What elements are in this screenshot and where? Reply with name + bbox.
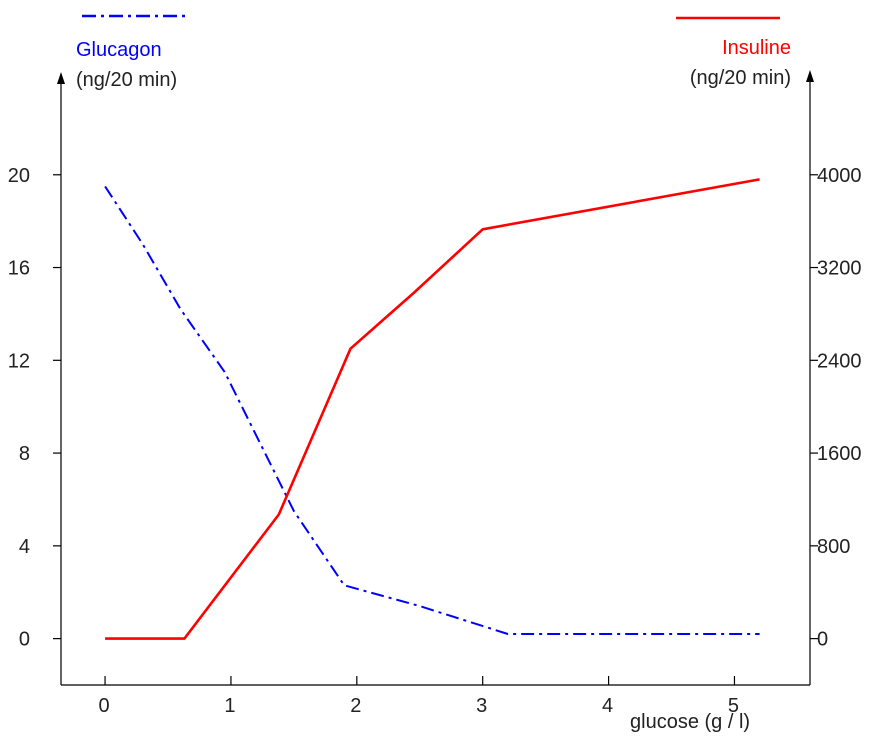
left-tick-label: 4 (19, 536, 30, 558)
right-y-axis-arrow (806, 70, 814, 82)
left-tick-label: 0 (19, 629, 30, 651)
right-y-ticks: 0 800 1600 2400 3200 4000 (810, 165, 862, 651)
x-tick-label: 3 (476, 695, 487, 717)
x-axis-label: glucose (g / l) (630, 711, 750, 733)
x-tick-label: 4 (602, 695, 613, 717)
left-tick-label: 8 (19, 443, 30, 465)
right-tick-label: 0 (817, 629, 828, 651)
axes (57, 70, 814, 686)
left-y-axis-arrow (57, 72, 65, 84)
x-tick-label: 1 (224, 695, 235, 717)
x-tick-label: 5 (728, 695, 739, 717)
left-y-ticks: 0 4 8 12 16 20 (8, 165, 61, 651)
left-axis-unit-label: (ng/20 min) (76, 69, 177, 91)
insuline-series-line (105, 178, 760, 640)
x-tick-label: 0 (98, 695, 109, 717)
right-axis-series-label: Insuline (722, 37, 791, 59)
left-tick-label: 12 (8, 350, 30, 372)
right-axis-unit-label: (ng/20 min) (690, 67, 791, 89)
x-tick-label: 2 (350, 695, 361, 717)
right-tick-label: 800 (817, 536, 850, 558)
left-axis-series-label: Glucagon (76, 39, 162, 61)
left-tick-label: 16 (8, 258, 30, 280)
x-ticks: 0 1 2 3 4 5 (98, 676, 739, 717)
right-tick-label: 4000 (817, 165, 862, 187)
right-tick-label: 3200 (817, 258, 862, 280)
legend (82, 14, 780, 20)
left-tick-label: 20 (8, 165, 30, 187)
right-tick-label: 2400 (817, 350, 862, 372)
right-tick-label: 1600 (817, 443, 862, 465)
glucagon-series-line (104, 185, 760, 635)
series-lines (104, 178, 760, 640)
